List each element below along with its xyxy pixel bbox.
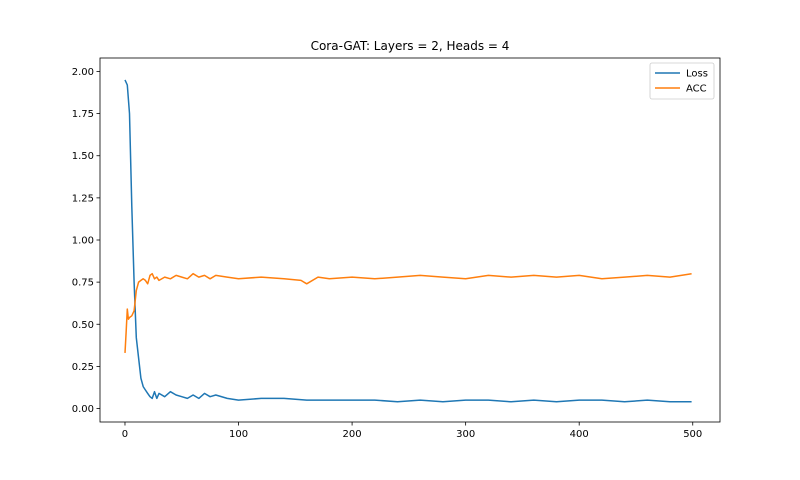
y-tick-label: 1.00	[72, 236, 94, 247]
series-line-loss	[124, 79, 692, 403]
series-line-acc	[124, 272, 692, 353]
x-tick-label: 100	[229, 429, 248, 440]
y-tick-label: 0.75	[72, 278, 94, 289]
y-tick-label: 0.25	[72, 362, 94, 373]
axes-frame	[99, 57, 721, 423]
legend: Loss ACC	[649, 62, 715, 100]
y-tick-label: 1.25	[72, 193, 94, 204]
y-tick-label: 0.50	[72, 320, 94, 331]
axes: 0 100 200 300 400 500 0.00 0.25 0.50 0.75 1.00 1.25…	[72, 57, 721, 440]
x-tick-label: 400	[570, 429, 589, 440]
x-tick-label: 200	[343, 429, 362, 440]
x-tick-label: 300	[456, 429, 475, 440]
x-tick-label: 0	[122, 429, 128, 440]
y-tick-label: 2.00	[72, 67, 94, 78]
y-tick-label: 1.50	[72, 151, 94, 162]
y-tick-label: 0.00	[72, 404, 94, 415]
plot-area	[124, 79, 692, 403]
x-tick-label: 500	[683, 429, 702, 440]
legend-label-acc: ACC	[686, 84, 707, 95]
legend-label-loss: Loss	[686, 69, 708, 80]
y-tick-label: 1.75	[72, 109, 94, 120]
chart-title: Cora-GAT: Layers = 2, Heads = 4	[311, 39, 510, 53]
legend-box	[649, 62, 715, 100]
